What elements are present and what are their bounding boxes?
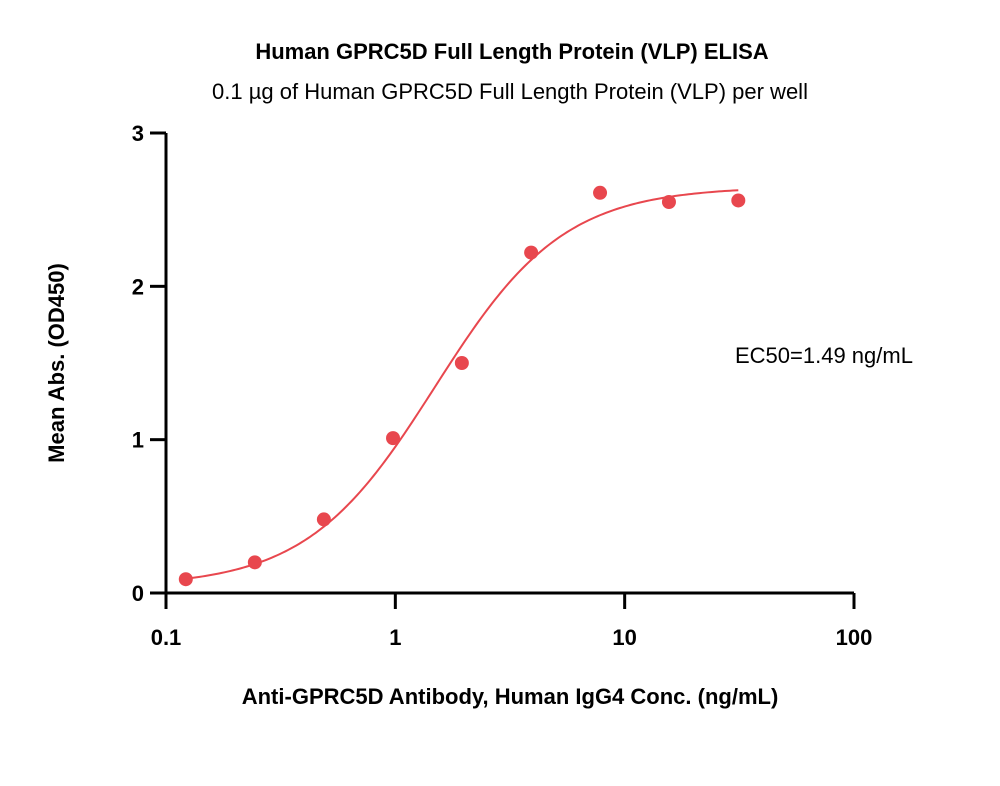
y-tick-label: 0 bbox=[132, 581, 144, 606]
fit-curve bbox=[185, 189, 739, 580]
y-tick-label: 1 bbox=[132, 428, 144, 453]
chart-title: Human GPRC5D Full Length Protein (VLP) E… bbox=[255, 39, 768, 64]
y-tick-label: 3 bbox=[132, 121, 144, 146]
data-point bbox=[661, 195, 676, 209]
data-point bbox=[593, 185, 608, 200]
y-tick-label: 2 bbox=[132, 274, 144, 299]
x-tick-label: 100 bbox=[836, 625, 873, 650]
x-axis-label: Anti-GPRC5D Antibody, Human IgG4 Conc. (… bbox=[242, 684, 779, 709]
axes bbox=[164, 133, 854, 595]
fit-curve-group bbox=[185, 189, 739, 580]
chart-subtitle: 0.1 µg of Human GPRC5D Full Length Prote… bbox=[212, 79, 808, 104]
x-tick-label: 0.1 bbox=[151, 625, 182, 650]
data-point bbox=[524, 245, 539, 260]
ec50-annotation: EC50=1.49 ng/mL bbox=[735, 343, 913, 368]
data-point bbox=[454, 356, 469, 370]
ticks: 0 1 2 3 0.1 1 10 100 bbox=[132, 121, 873, 650]
x-tick-label: 1 bbox=[389, 625, 401, 650]
data-point bbox=[386, 431, 401, 446]
data-point bbox=[247, 555, 262, 570]
data-point bbox=[178, 572, 193, 587]
y-axis-label: Mean Abs. (OD450) bbox=[44, 263, 69, 463]
data-points bbox=[178, 185, 746, 587]
data-point bbox=[316, 512, 331, 527]
x-tick-label: 10 bbox=[612, 625, 636, 650]
data-point bbox=[731, 193, 746, 208]
